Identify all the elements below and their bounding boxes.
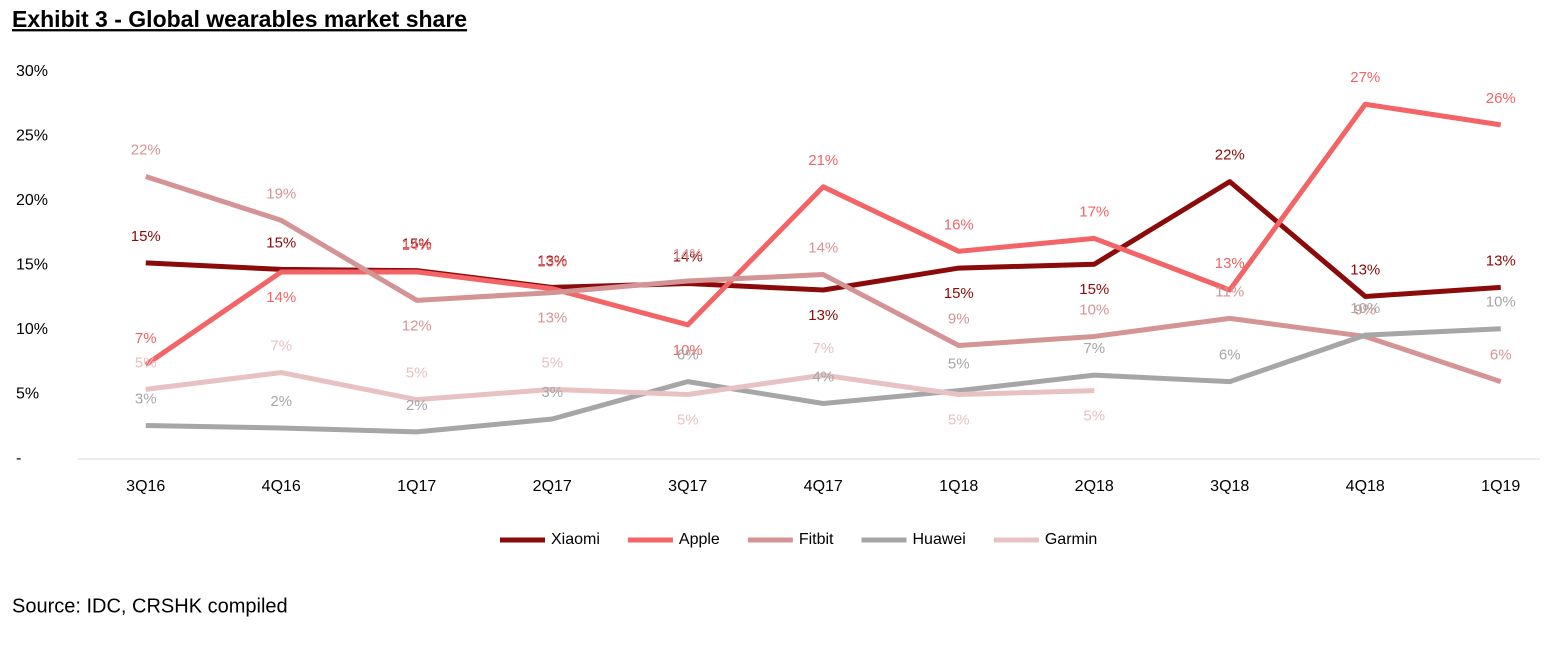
data-label: 15% xyxy=(1079,281,1109,298)
data-label: 22% xyxy=(131,141,161,158)
data-label: 6% xyxy=(1490,347,1512,364)
data-label: 7% xyxy=(135,330,157,347)
data-label: 7% xyxy=(1083,340,1105,357)
series-line xyxy=(144,174,1502,384)
legend-label: Xiaomi xyxy=(551,531,600,548)
data-label: 2% xyxy=(406,397,428,414)
legend-label: Fitbit xyxy=(799,531,834,548)
legend-label: Apple xyxy=(679,531,720,548)
data-label: 27% xyxy=(1350,69,1380,86)
data-label: 13% xyxy=(808,307,838,324)
data-label: 10% xyxy=(1350,300,1380,317)
data-label: 12% xyxy=(402,317,432,334)
data-label: 14% xyxy=(266,289,296,306)
data-label: 2% xyxy=(270,393,292,410)
data-label: 14% xyxy=(673,249,703,266)
data-label: 13% xyxy=(537,254,567,271)
data-label: 26% xyxy=(1486,90,1516,107)
x-tick-label: 4Q17 xyxy=(804,478,843,495)
data-label: 5% xyxy=(677,411,699,428)
x-tick-label: 1Q17 xyxy=(397,478,436,495)
data-label: 11% xyxy=(1215,283,1244,300)
y-tick-label: 30% xyxy=(16,63,48,80)
data-label: 5% xyxy=(541,354,563,371)
y-tick-label: 20% xyxy=(16,192,48,209)
y-tick-label: 25% xyxy=(16,128,48,145)
legend-label: Garmin xyxy=(1045,531,1097,548)
data-label: 13% xyxy=(1215,255,1245,272)
chart-title: Exhibit 3 - Global wearables market shar… xyxy=(12,6,467,32)
data-label: 21% xyxy=(808,152,838,169)
x-tick-label: 4Q18 xyxy=(1346,478,1385,495)
x-tick-label: 3Q18 xyxy=(1210,478,1249,495)
data-label: 3% xyxy=(135,390,157,407)
legend-label: Huawei xyxy=(913,531,966,548)
data-label: 6% xyxy=(677,347,699,364)
data-label: 5% xyxy=(406,365,428,382)
x-tick-label: 1Q19 xyxy=(1481,478,1520,495)
data-label: 6% xyxy=(1219,347,1241,364)
y-tick-label: 5% xyxy=(16,386,39,403)
x-tick-label: 2Q18 xyxy=(1075,478,1114,495)
source-note: Source: IDC, CRSHK compiled xyxy=(12,595,288,617)
data-label: 16% xyxy=(944,216,974,233)
data-label: 10% xyxy=(673,342,703,359)
data-label: 15% xyxy=(944,285,974,302)
data-label: 7% xyxy=(270,338,292,355)
data-label: 15% xyxy=(266,234,296,251)
data-label: 9% xyxy=(948,310,970,327)
series-line xyxy=(145,370,1095,403)
x-tick-label: 3Q16 xyxy=(126,478,165,495)
data-label: 5% xyxy=(135,354,157,371)
data-label: 4% xyxy=(812,368,834,385)
data-label: 14% xyxy=(808,239,838,256)
data-label: 15% xyxy=(131,228,161,245)
data-label: 3% xyxy=(541,384,563,401)
data-label: 7% xyxy=(812,340,834,357)
data-label: 14% xyxy=(673,246,703,263)
data-label: 5% xyxy=(948,356,970,373)
data-label: 5% xyxy=(948,411,970,428)
y-tick-label: - xyxy=(16,450,21,467)
data-label: 13% xyxy=(537,252,567,269)
data-label: 13% xyxy=(1486,252,1516,269)
data-label: 9% xyxy=(1354,301,1376,318)
x-tick-label: 3Q17 xyxy=(668,478,707,495)
data-label: 22% xyxy=(1215,147,1245,164)
data-label: 5% xyxy=(1083,408,1105,425)
data-label: 15% xyxy=(402,236,432,253)
series-line xyxy=(145,326,1501,435)
x-tick-label: 1Q18 xyxy=(939,478,978,495)
x-tick-label: 2Q17 xyxy=(533,478,572,495)
data-label: 13% xyxy=(537,310,567,327)
data-label: 10% xyxy=(1079,301,1109,318)
data-label: 13% xyxy=(1350,261,1380,278)
y-tick-label: 15% xyxy=(16,257,48,274)
data-label: 17% xyxy=(1079,203,1109,220)
x-tick-label: 4Q16 xyxy=(262,478,301,495)
data-label: 19% xyxy=(266,185,296,202)
data-label: 14% xyxy=(402,237,432,254)
data-label: 10% xyxy=(1486,294,1516,311)
y-tick-label: 10% xyxy=(16,321,48,338)
